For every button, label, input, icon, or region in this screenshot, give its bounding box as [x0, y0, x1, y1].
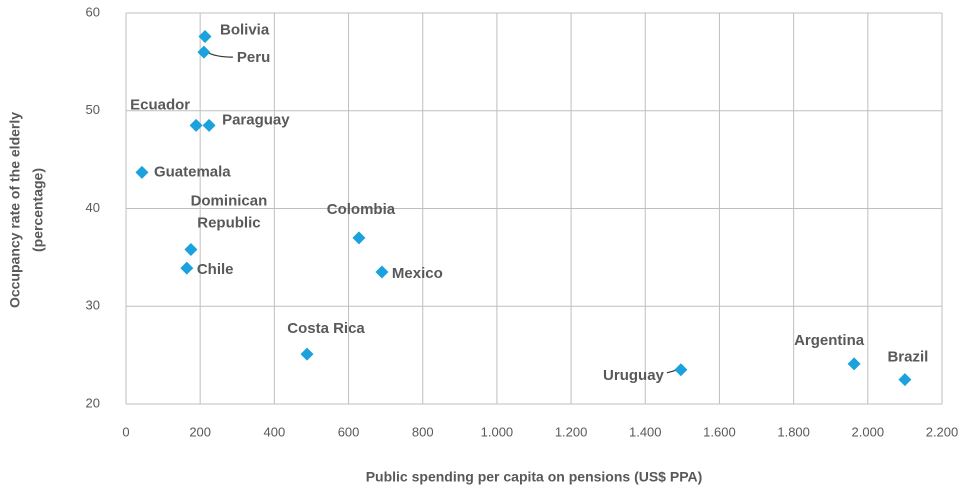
point	[197, 45, 211, 59]
point	[898, 373, 912, 387]
point-label: Argentina	[794, 332, 865, 349]
point-label: Paraguay	[222, 111, 290, 128]
x-tick-label: 0	[122, 424, 129, 439]
x-tick-label: 1.800	[777, 424, 810, 439]
point	[352, 231, 366, 245]
point	[375, 265, 389, 279]
x-tick-label: 1.000	[481, 424, 514, 439]
point-label: Guatemala	[154, 163, 231, 180]
point-label: Brazil	[887, 349, 928, 366]
point	[674, 363, 688, 377]
y-axis-title: (percentage)	[30, 168, 46, 252]
y-axis-title: Occupancy rate of the elderly	[7, 112, 23, 308]
x-tick-label: 800	[412, 424, 434, 439]
point-label: Bolivia	[220, 21, 270, 38]
point	[189, 118, 203, 132]
point	[300, 347, 314, 361]
x-tick-label: 2.200	[926, 424, 959, 439]
point-label: Mexico	[392, 265, 443, 282]
y-tick-label: 50	[86, 102, 100, 117]
x-tick-label: 1.400	[629, 424, 662, 439]
point-label: Chile	[197, 261, 234, 278]
point	[180, 261, 194, 275]
leader-line	[206, 51, 233, 58]
y-tick-label: 20	[86, 395, 100, 410]
y-tick-label: 60	[86, 4, 100, 19]
point-label: Dominican Republic	[191, 193, 268, 232]
point	[198, 29, 212, 43]
point	[202, 118, 216, 132]
x-tick-label: 2.000	[852, 424, 885, 439]
point-label: Costa Rica	[287, 320, 365, 337]
y-tick-label: 30	[86, 298, 100, 313]
point	[847, 357, 861, 371]
x-tick-label: 600	[338, 424, 360, 439]
x-tick-label: 1.200	[555, 424, 588, 439]
point-label: Colombia	[327, 201, 396, 218]
point-label: Uruguay	[603, 367, 665, 384]
point-label: Ecuador	[130, 96, 190, 113]
x-tick-label: 1.600	[703, 424, 736, 439]
y-tick-label: 40	[86, 200, 100, 215]
x-tick-label: 200	[189, 424, 211, 439]
point	[184, 243, 198, 257]
x-axis-title: Public spending per capita on pensions (…	[366, 469, 703, 485]
point-label: Peru	[237, 49, 270, 66]
point	[135, 165, 149, 179]
x-tick-label: 400	[264, 424, 286, 439]
